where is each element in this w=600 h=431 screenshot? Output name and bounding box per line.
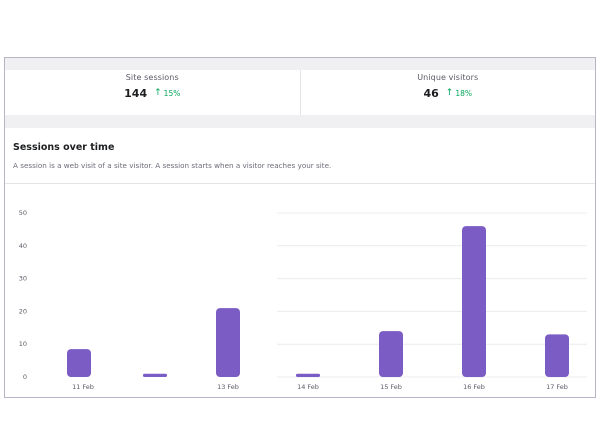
sessions-chart: 0 10 20 30 40 50 11 Feb 13 Feb 14 Feb 15 Feb 16 Fe…: [19, 209, 587, 391]
x-tick-label: 11 Feb: [72, 383, 94, 391]
arrow-up-icon: ↑: [154, 88, 162, 98]
analytics-panel: Site sessions 144 ↑ 15% Unique visitors …: [4, 57, 596, 398]
x-tick-label: 15 Feb: [380, 383, 402, 391]
stat-unique-visitors[interactable]: Unique visitors 46 ↑ 18%: [299, 70, 596, 115]
stat-site-sessions[interactable]: Site sessions 144 ↑ 15%: [5, 70, 300, 115]
stat-change-value: 15%: [163, 89, 181, 98]
stat-label: Site sessions: [125, 73, 179, 82]
bar[interactable]: [216, 308, 240, 377]
stat-value: 144: [124, 87, 148, 100]
stats-row: Site sessions 144 ↑ 15% Unique visitors …: [5, 70, 595, 115]
y-tick-label: 20: [19, 307, 27, 315]
x-tick-label: 16 Feb: [463, 383, 485, 391]
y-tick-label: 40: [19, 242, 27, 250]
section-title: Sessions over time: [13, 142, 115, 153]
y-tick-label: 10: [19, 340, 27, 348]
x-tick-label: 14 Feb: [297, 383, 319, 391]
section-header: Sessions over time A session is a web vi…: [5, 128, 595, 184]
y-tick-label: 50: [19, 209, 27, 217]
stat-value: 46: [423, 87, 439, 100]
y-tick-label: 0: [23, 373, 27, 381]
x-tick-label: 13 Feb: [217, 383, 239, 391]
divider-band: [5, 115, 595, 128]
bar[interactable]: [462, 226, 486, 377]
bar[interactable]: [296, 373, 320, 377]
arrow-up-icon: ↑: [445, 88, 454, 98]
top-band: [5, 58, 595, 70]
section-subtitle: A session is a web visit of a site visit…: [13, 161, 332, 170]
stat-change: ↑ 15%: [154, 88, 181, 99]
stat-change-value: 18%: [455, 89, 473, 98]
y-tick-label: 30: [19, 275, 27, 283]
bar[interactable]: [143, 373, 167, 377]
bar[interactable]: [545, 334, 569, 377]
stat-change: ↑ 18%: [445, 88, 473, 99]
bar[interactable]: [67, 349, 91, 377]
stat-label: Unique visitors: [417, 73, 479, 82]
x-tick-label: 17 Feb: [546, 383, 568, 391]
bar[interactable]: [379, 331, 403, 377]
